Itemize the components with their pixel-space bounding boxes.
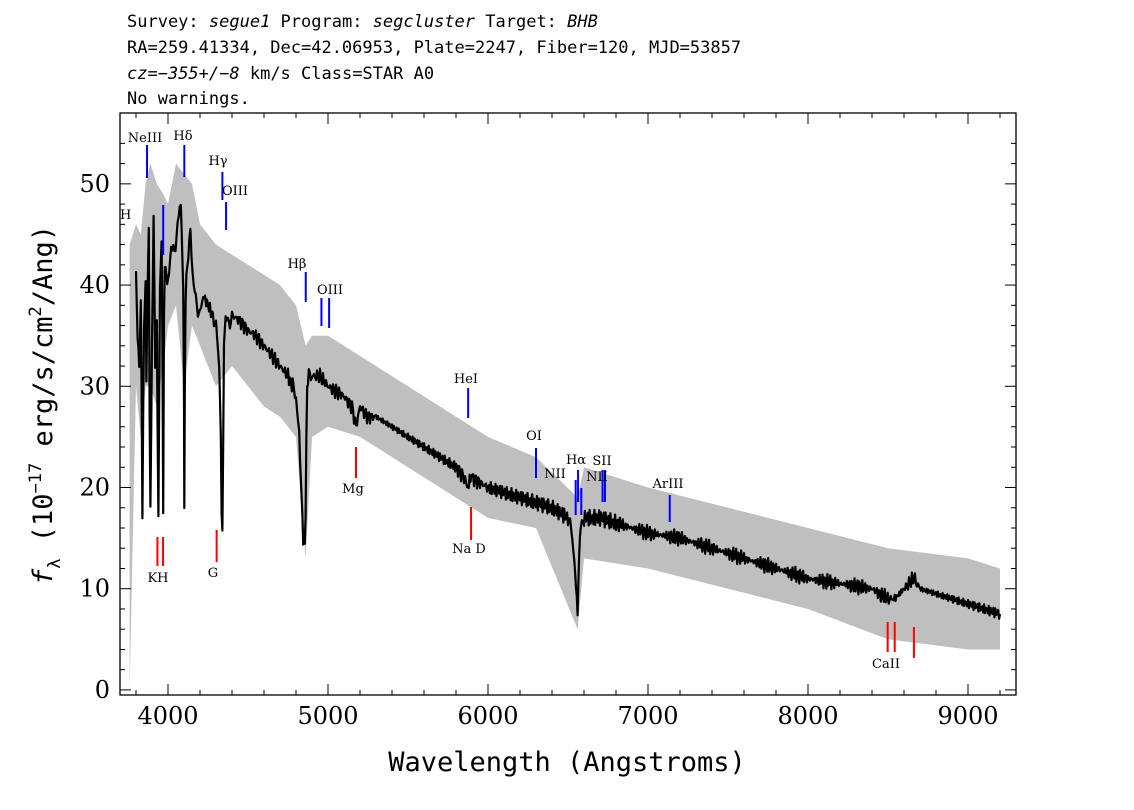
header-segment: Survey: — [127, 12, 209, 32]
marker-label-halpha: Hα — [566, 453, 586, 468]
y-tick-label: 10 — [79, 575, 110, 603]
marker-label-hbeta: Hβ — [288, 257, 307, 272]
header-line-1: Survey: segue1 Program: segcluster Targe… — [127, 12, 598, 32]
plot-area — [119, 112, 1017, 696]
ylabel-a: (10 — [28, 494, 59, 559]
flux-line — [134, 203, 1002, 620]
x-tick-label: 5000 — [297, 702, 358, 730]
marker-label-ariii: ArIII — [651, 477, 683, 492]
x-axis-ticks: 4000 5000 6000 7000 8000 9000 — [135, 113, 1001, 730]
ylabel-b: erg/s/cm — [28, 316, 59, 462]
ylabel-exp2: 2 — [26, 306, 46, 316]
marker-label-oi: OI — [526, 429, 542, 444]
y-tick-label: 30 — [79, 372, 110, 400]
x-tick-label: 8000 — [777, 702, 838, 730]
x-tick-label: 7000 — [617, 702, 678, 730]
marker-label-caii: CaII — [872, 657, 900, 672]
x-tick-label: 4000 — [137, 702, 198, 730]
marker-label-nii_a: NII — [544, 467, 566, 482]
header-segment: No warnings. — [127, 89, 250, 109]
x-tick-label: 9000 — [937, 702, 998, 730]
ylabel-f: f — [28, 568, 59, 585]
y-axis-ticks: 0 10 20 30 40 50 — [79, 142, 1016, 704]
header-info: Survey: segue1 Program: segcluster Targe… — [127, 12, 741, 109]
y-tick-label: 50 — [79, 170, 110, 198]
marker-label-g: G — [208, 566, 218, 581]
marker-label-kh: KH — [147, 571, 168, 586]
y-tick-label: 0 — [95, 676, 110, 704]
error-band — [129, 163, 1001, 690]
marker-label-neiii: NeIII — [128, 131, 162, 146]
marker-label-nad: Na D — [452, 542, 486, 557]
ylabel-c: /Ang) — [28, 225, 59, 306]
marker-label-hei: HeI — [454, 372, 478, 387]
header-segment: Target: — [475, 12, 567, 32]
y-tick-label: 20 — [79, 474, 110, 502]
header-segment: segcluster — [373, 12, 476, 32]
header-segment: cz= — [127, 64, 158, 84]
plot-frame — [119, 112, 1017, 696]
ylabel-sub: λ — [45, 559, 65, 569]
header-segment: km/s Class=STAR A0 — [240, 64, 434, 84]
y-tick-label: 40 — [79, 271, 110, 299]
marker-label-oiii_a: OIII — [222, 184, 248, 199]
marker-label-nii_b: NII — [586, 470, 608, 485]
marker-label-h_cut: H — [120, 208, 131, 223]
header-segment: −355+/−8 — [158, 64, 240, 84]
header-segment: BHB — [567, 12, 598, 32]
marker-label-mg: Mg — [342, 482, 364, 497]
marker-label-hdelta: Hδ — [173, 129, 192, 144]
header-line-4: No warnings. — [127, 89, 250, 109]
marker-label-oiii_b: OIII — [317, 283, 343, 298]
ylabel-exp1: −17 — [26, 463, 46, 494]
header-segment: RA=259.41334, Dec=42.06953, Plate=2247, … — [127, 38, 741, 58]
y-axis-label: fλ (10−17 erg/s/cm2/Ang) — [26, 225, 65, 585]
header-segment: segue1 — [209, 12, 270, 32]
marker-label-hgamma: Hγ — [208, 154, 227, 169]
header-segment: Program: — [270, 12, 372, 32]
header-line-3: cz=−355+/−8 km/s Class=STAR A0 — [127, 64, 434, 84]
marker-label-sii: SII — [592, 454, 611, 469]
x-axis-label: Wavelength (Angstroms) — [388, 747, 746, 778]
header-line-2: RA=259.41334, Dec=42.06953, Plate=2247, … — [127, 38, 741, 58]
x-tick-label: 6000 — [457, 702, 518, 730]
